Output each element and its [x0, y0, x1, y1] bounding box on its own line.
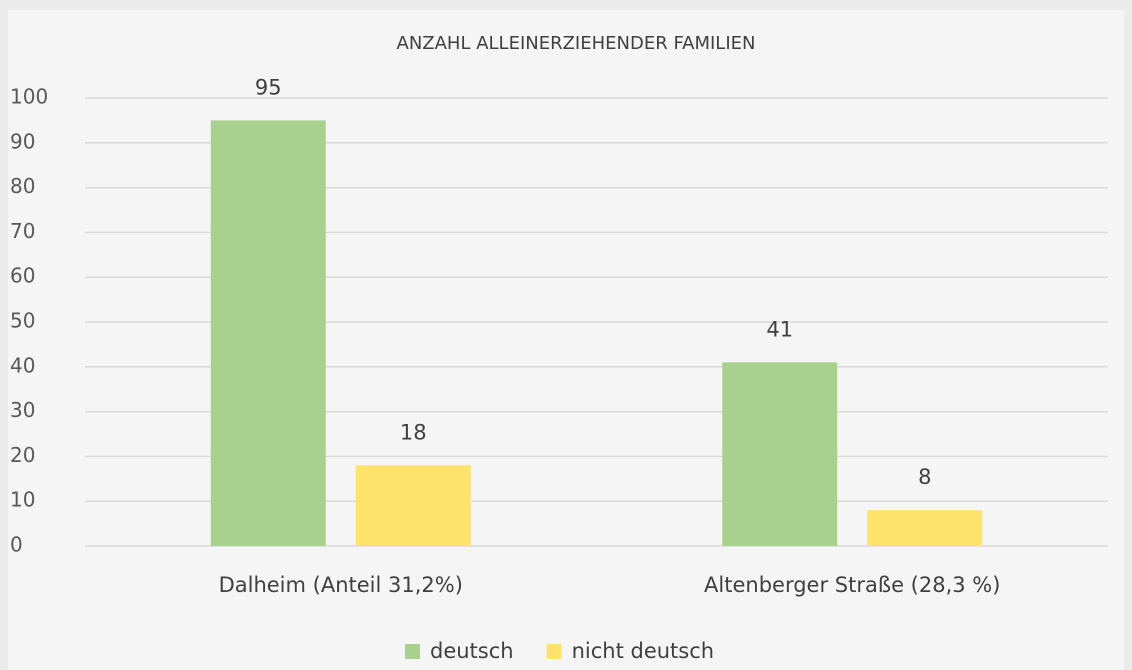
bar — [867, 510, 983, 546]
y-tick-label: 70 — [10, 219, 35, 243]
y-tick-label: 30 — [10, 398, 35, 422]
y-tick-label: 100 — [10, 85, 48, 109]
legend-label: nicht deutsch — [572, 639, 715, 663]
legend-swatch — [546, 644, 562, 659]
y-tick-label: 0 — [10, 533, 23, 557]
legend-swatch — [405, 644, 420, 659]
y-tick-label: 80 — [10, 174, 35, 198]
data-label: 8 — [918, 465, 931, 489]
y-tick-label: 40 — [10, 353, 35, 377]
data-label: 41 — [766, 317, 793, 341]
legend-label: deutsch — [430, 639, 514, 663]
y-tick-label: 20 — [10, 443, 35, 467]
chart-title: ANZAHL ALLEINERZIEHENDER FAMILIEN — [397, 33, 756, 54]
bar — [355, 465, 471, 546]
data-label: 18 — [400, 420, 427, 444]
x-tick-label: Dalheim (Anteil 31,2%) — [219, 573, 463, 597]
x-tick-label: Altenberger Straße (28,3 %) — [704, 573, 1000, 597]
y-tick-label: 60 — [10, 264, 35, 288]
bar — [210, 120, 326, 547]
y-tick-label: 50 — [10, 309, 35, 333]
bar — [722, 362, 838, 546]
chart-background — [8, 10, 1124, 670]
y-tick-label: 10 — [10, 488, 35, 512]
y-tick-label: 90 — [10, 129, 35, 153]
data-label: 95 — [255, 75, 282, 99]
